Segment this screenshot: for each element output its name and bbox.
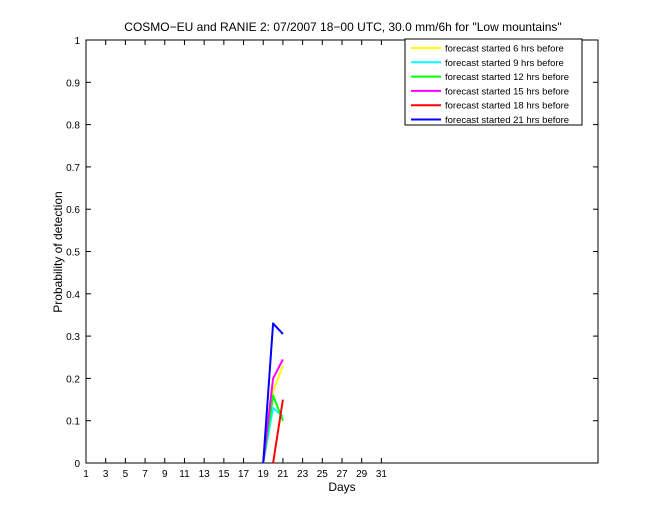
- series-line: [272, 399, 284, 464]
- x-tick-label: 17: [238, 469, 250, 480]
- x-tick-label: 31: [376, 469, 388, 480]
- x-tick-label: 5: [123, 469, 129, 480]
- x-tick-label: 13: [199, 469, 211, 480]
- series-line: [262, 358, 284, 464]
- series-layer: [262, 322, 284, 464]
- legend-entry: forecast started 9 hrs before: [445, 58, 564, 69]
- legend: forecast started 6 hrs before forecast st…: [404, 38, 583, 126]
- y-axis: 0 0.1 0.2 0.3 0.4 0.5 0.6 0.7 0.8 0.9 1: [66, 36, 598, 470]
- y-tick-label: 0.2: [66, 374, 80, 385]
- x-tick-label: 29: [356, 469, 368, 480]
- x-tick-label: 3: [103, 469, 109, 480]
- y-tick-label: 0.8: [66, 121, 80, 132]
- y-tick-label: 0.9: [66, 78, 80, 89]
- x-tick-label: 9: [162, 469, 168, 480]
- legend-entry: forecast started 6 hrs before: [445, 44, 564, 55]
- legend-entry: forecast started 12 hrs before: [445, 72, 569, 83]
- x-tick-label: 23: [297, 469, 309, 480]
- x-tick-label: 21: [277, 469, 289, 480]
- x-tick-label: 1: [83, 469, 89, 480]
- y-tick-label: 0.7: [66, 163, 80, 174]
- y-tick-label: 0.1: [66, 417, 80, 428]
- y-tick-label: 0.3: [66, 332, 80, 343]
- x-axis-label: Days: [328, 480, 355, 494]
- y-axis-label: Probability of detection: [51, 191, 65, 312]
- legend-entry: forecast started 18 hrs before: [445, 101, 569, 112]
- y-tick-label: 0.5: [66, 248, 80, 259]
- legend-box: [404, 38, 583, 126]
- x-tick-label: 11: [179, 469, 190, 480]
- chart-title: COSMO−EU and RANIE 2: 07/2007 18−00 UTC,…: [124, 20, 561, 34]
- series-line: [262, 322, 284, 464]
- x-tick-label: 15: [218, 469, 230, 480]
- x-tick-label: 7: [142, 469, 148, 480]
- y-tick-label: 0: [74, 459, 80, 470]
- legend-entry: forecast started 21 hrs before: [445, 115, 569, 126]
- x-tick-label: 25: [317, 469, 329, 480]
- y-tick-label: 0.6: [66, 205, 80, 216]
- x-tick-label: 19: [258, 469, 270, 480]
- y-tick-label: 1: [74, 36, 80, 47]
- x-axis: 1 3 5 7 9 11 13 15 17 19 21 23 25 27 29 31: [83, 40, 387, 480]
- legend-entry: forecast started 15 hrs before: [445, 86, 569, 97]
- x-tick-label: 27: [336, 469, 348, 480]
- y-tick-label: 0.4: [66, 290, 80, 301]
